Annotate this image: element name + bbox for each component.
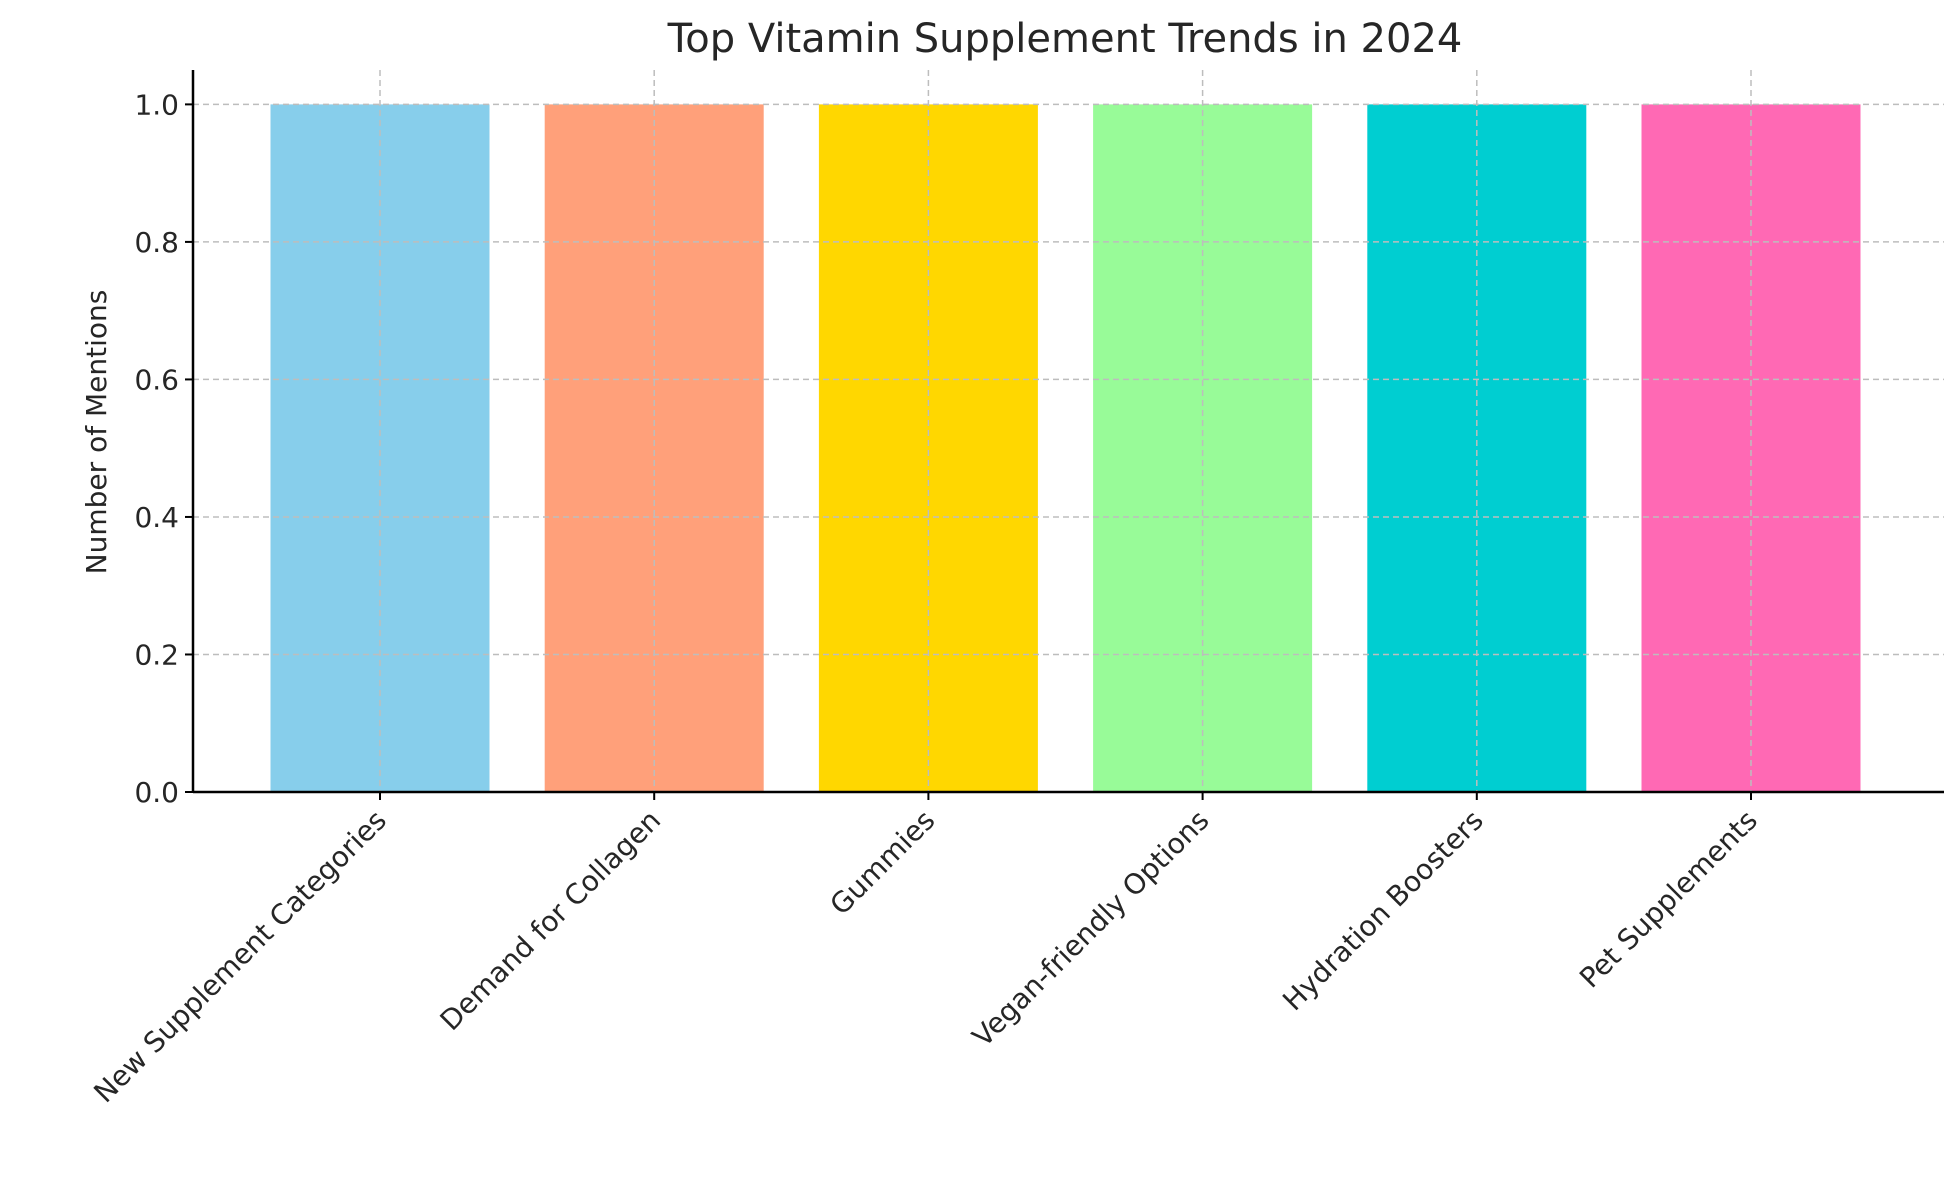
x-tick-label-5: Pet Supplements [1573,804,1764,995]
grid [193,70,1944,793]
bars [270,104,1861,792]
x-tick-label-2: Gummies [824,804,942,922]
y-axis-label: Number of Mentions [80,290,113,575]
bar-1 [270,104,490,792]
y-ticks: 0.0 0.2 0.4 0.6 0.8 1.0 [134,88,193,809]
y-tick-label-2: 0.4 [134,501,179,534]
y-tick-label-1: 0.2 [134,638,179,671]
bar-6 [1641,104,1861,792]
y-tick-label-4: 0.8 [134,226,179,259]
y-tick-label-0: 0.0 [134,776,179,809]
chart-title: Top Vitamin Supplement Trends in 2024 [667,16,1463,62]
y-tick-label-5: 1.0 [134,88,179,121]
x-tick-label-0: New Supplement Categories [87,804,393,1110]
x-tick-label-3: Vegan-friendly Options [966,804,1216,1054]
bar-2 [544,104,764,792]
axes [191,70,1944,794]
y-tick-label-3: 0.6 [134,363,179,396]
x-tick-label-4: Hydration Boosters [1276,804,1490,1018]
bar-3 [818,104,1038,792]
x-tick-label-1: Demand for Collagen [434,804,667,1037]
bar-4 [1093,104,1313,792]
bar-5 [1367,104,1587,792]
x-ticks: New Supplement Categories Demand for Coll… [87,792,1764,1109]
